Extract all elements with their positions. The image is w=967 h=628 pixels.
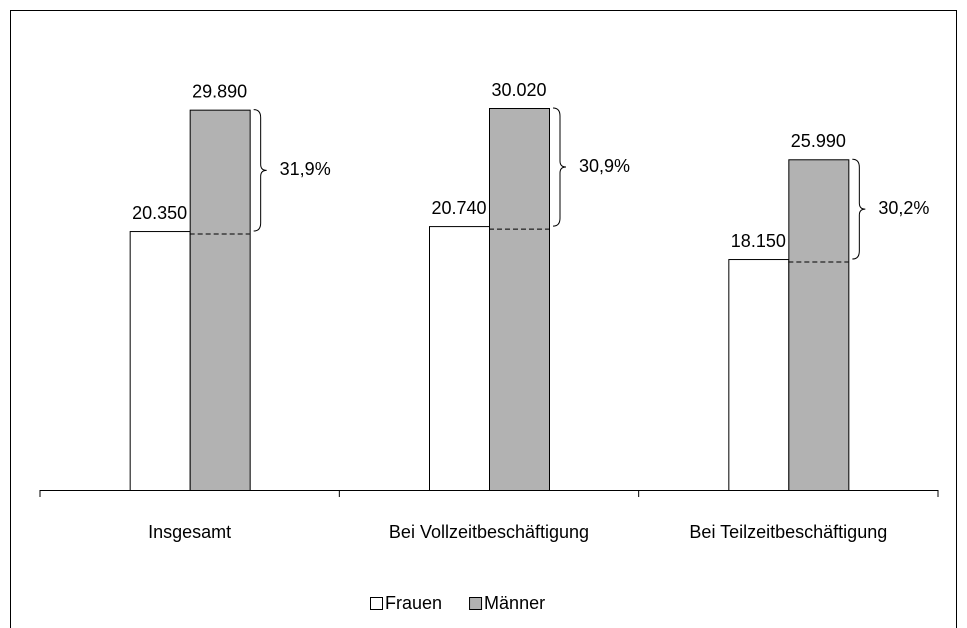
bar (429, 226, 490, 491)
bar (129, 231, 191, 492)
value-label: 18.150 (731, 231, 786, 251)
gap-brace (852, 158, 866, 260)
value-label: 30.020 (491, 80, 546, 100)
gap-brace (253, 109, 267, 232)
x-tick-label: Bei Vollzeitbeschäftigung (389, 522, 589, 542)
legend-label: Frauen (385, 593, 442, 613)
chart-frame (10, 10, 957, 628)
value-label: 20.740 (431, 198, 486, 218)
value-label: 20.350 (132, 203, 187, 223)
x-tick-label: Bei Teilzeitbeschäftigung (689, 522, 887, 542)
bar (728, 259, 790, 491)
bar (189, 109, 251, 491)
gap-brace (552, 107, 567, 227)
bar (788, 159, 850, 491)
value-label: 25.990 (791, 131, 846, 151)
gap-label: 30,2% (878, 198, 929, 218)
gap-label: 30,9% (579, 156, 630, 176)
value-label: 29.890 (192, 81, 247, 101)
legend-label: Männer (484, 593, 545, 613)
bar (489, 108, 550, 491)
gap-label: 31,9% (280, 159, 331, 179)
legend-swatch (370, 597, 383, 610)
legend-swatch (469, 597, 483, 610)
x-tick-label: Insgesamt (148, 522, 231, 542)
